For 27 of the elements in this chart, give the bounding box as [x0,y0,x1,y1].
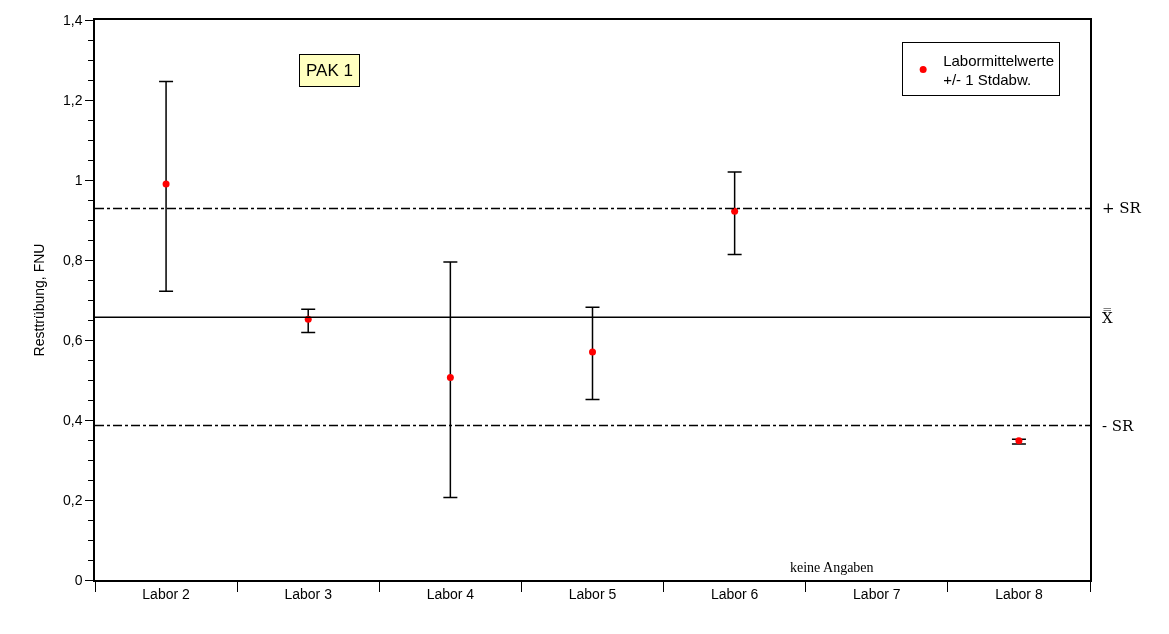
x-tick-label: Labor 3 [284,585,333,602]
annotation: PAK 1 [306,61,353,80]
x-tick-label: Labor 2 [142,585,191,602]
x-tick-label: Labor 4 [426,585,475,602]
point [162,180,170,188]
y-axis-title: Resttrübung, FNU [31,243,48,357]
legend-label: Labormittelwerte +/- 1 Stdabw. [943,51,1055,88]
y-tick-label: 1,2 [62,91,83,108]
point [589,348,596,356]
y-tick-label: 1 [74,171,83,188]
x-tick-label: Labor 7 [853,585,901,602]
x-tick-label: Labor 5 [568,585,617,602]
ref-line-label: X̿ [1102,308,1113,327]
point [1015,437,1023,445]
ref-line-label: + SR [1102,199,1142,217]
y-tick-label: 0,2 [62,491,83,508]
point [446,374,454,382]
y-tick-label: 0,6 [62,331,83,348]
ref-line-label: - SR [1102,417,1135,435]
point [731,207,739,215]
x-tick-label: Labor 8 [995,585,1043,602]
y-tick-label: 1,4 [62,11,83,28]
y-tick-label: 0,8 [62,251,83,268]
y-tick-label: 0 [74,571,83,588]
annotation: keine Angaben [790,560,874,575]
y-tick-label: 0,4 [62,411,83,428]
x-tick-label: Labor 6 [710,585,759,602]
